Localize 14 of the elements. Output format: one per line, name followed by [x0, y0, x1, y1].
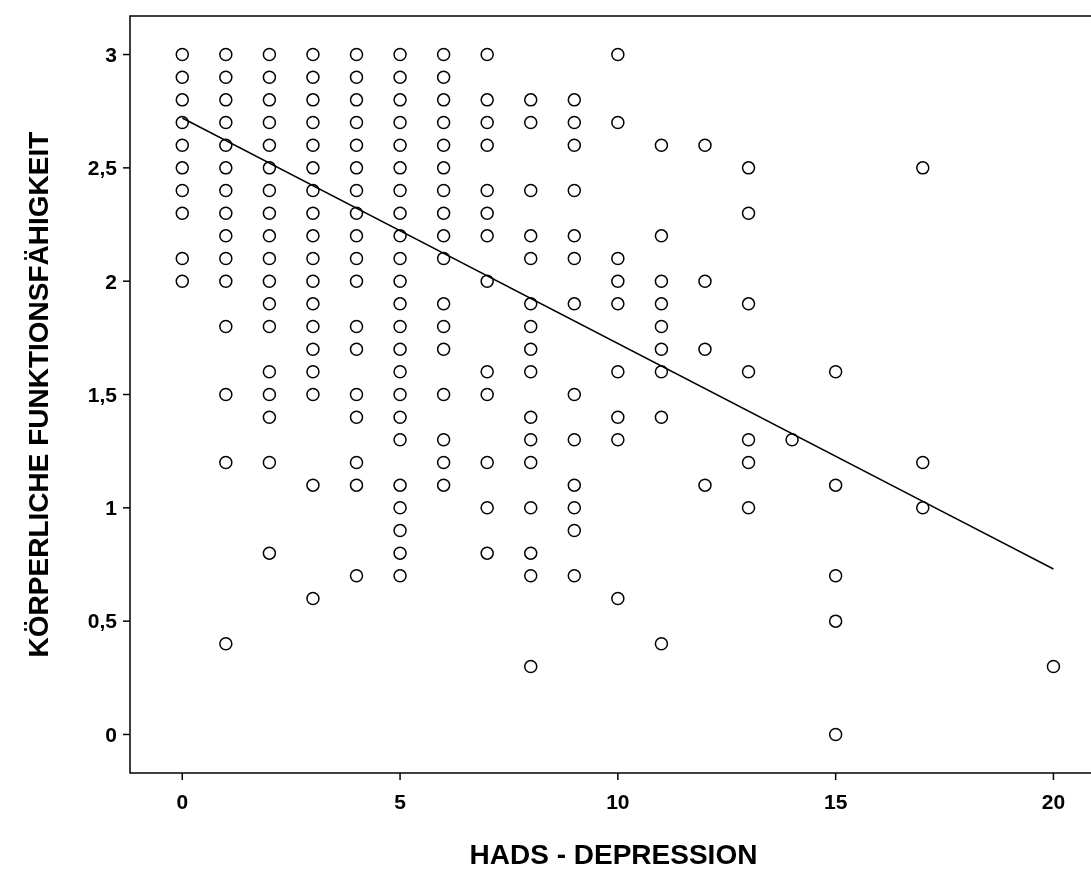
x-tick-label: 10: [606, 790, 630, 813]
y-tick-label: 0: [105, 722, 117, 746]
y-axis-title: KÖRPERLICHE FUNKTIONSFÄHIGKEIT: [23, 131, 54, 658]
y-tick-label: 0,5: [87, 609, 118, 633]
y-tick-label: 2,5: [87, 156, 118, 180]
x-tick-label: 15: [823, 790, 848, 813]
y-tick-label: 1,5: [87, 382, 118, 406]
y-tick-label: 2: [105, 269, 117, 293]
x-tick-label: 0: [176, 790, 189, 813]
x-tick-label: 5: [394, 790, 407, 813]
x-tick-label: 20: [1041, 790, 1066, 813]
x-axis-title: HADS - DEPRESSION: [469, 839, 758, 870]
y-tick-label: 1: [105, 496, 118, 520]
y-tick-label: 3: [105, 42, 117, 66]
